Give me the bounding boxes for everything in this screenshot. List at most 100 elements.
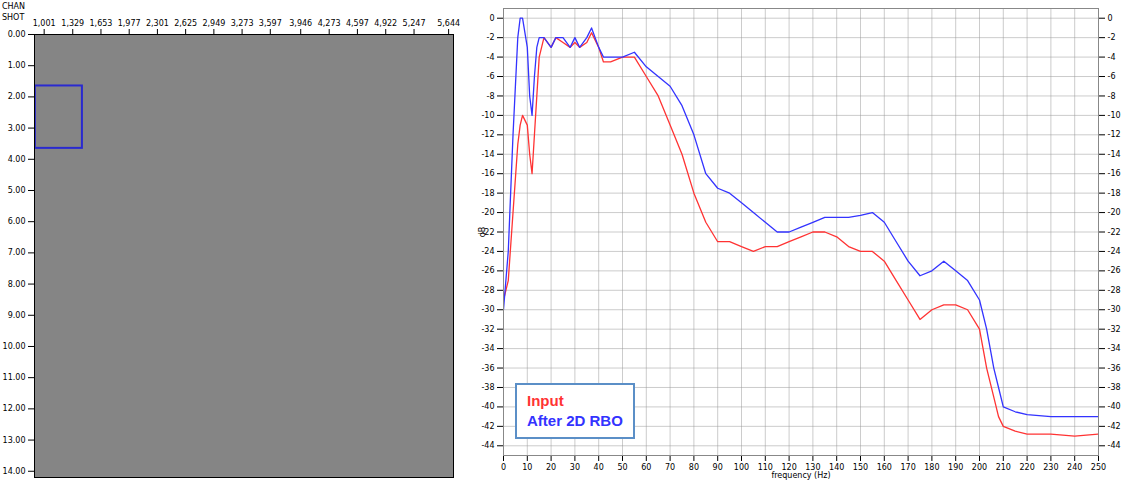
svg-text:8.00: 8.00: [8, 280, 26, 289]
svg-text:14.00: 14.00: [3, 467, 26, 476]
svg-text:-40: -40: [1108, 402, 1121, 411]
svg-text:140: 140: [829, 463, 844, 472]
svg-text:180: 180: [924, 463, 939, 472]
svg-text:0: 0: [501, 463, 506, 472]
svg-text:-36: -36: [481, 364, 494, 373]
svg-text:-30: -30: [481, 305, 494, 314]
svg-text:-4: -4: [1108, 53, 1116, 62]
svg-text:-16: -16: [1108, 169, 1121, 178]
svg-text:-8: -8: [487, 92, 495, 101]
svg-text:-6: -6: [487, 72, 495, 81]
svg-text:160: 160: [877, 463, 892, 472]
svg-text:4,922: 4,922: [374, 19, 397, 28]
svg-text:1,977: 1,977: [118, 19, 141, 28]
svg-text:0: 0: [1108, 14, 1113, 23]
svg-text:5,247: 5,247: [403, 19, 426, 28]
svg-text:-14: -14: [1108, 150, 1121, 159]
svg-text:-14: -14: [481, 150, 494, 159]
svg-text:90: 90: [713, 463, 723, 472]
svg-text:220: 220: [1019, 463, 1034, 472]
svg-text:-10: -10: [1108, 111, 1121, 120]
svg-text:200: 200: [972, 463, 987, 472]
svg-text:-18: -18: [481, 189, 494, 198]
svg-text:230: 230: [1043, 463, 1058, 472]
svg-text:5.00: 5.00: [8, 186, 26, 195]
svg-text:2,949: 2,949: [202, 19, 225, 28]
svg-text:11.00: 11.00: [3, 373, 26, 382]
svg-text:-6: -6: [1108, 72, 1116, 81]
svg-text:170: 170: [900, 463, 915, 472]
svg-text:-2: -2: [1108, 33, 1116, 42]
svg-text:2.00: 2.00: [8, 92, 26, 101]
svg-text:-38: -38: [1108, 383, 1121, 392]
svg-text:4,597: 4,597: [346, 19, 369, 28]
svg-text:-32: -32: [1108, 325, 1121, 334]
svg-text:3,597: 3,597: [259, 19, 282, 28]
svg-text:-38: -38: [481, 383, 494, 392]
svg-text:-28: -28: [481, 286, 494, 295]
svg-text:0: 0: [489, 14, 494, 23]
svg-text:10: 10: [522, 463, 532, 472]
svg-text:6.00: 6.00: [8, 217, 26, 226]
svg-text:frequency (Hz): frequency (Hz): [771, 471, 830, 480]
svg-text:3.00: 3.00: [8, 124, 26, 133]
svg-text:250: 250: [1091, 463, 1106, 472]
svg-text:2,625: 2,625: [174, 19, 197, 28]
svg-text:30: 30: [570, 463, 580, 472]
svg-text:-40: -40: [481, 402, 494, 411]
svg-text:-10: -10: [481, 111, 494, 120]
svg-text:-42: -42: [1108, 422, 1121, 431]
svg-text:dB: dB: [478, 227, 487, 238]
svg-text:9.00: 9.00: [8, 311, 26, 320]
svg-text:70: 70: [665, 463, 675, 472]
svg-text:-30: -30: [1108, 305, 1121, 314]
svg-text:40: 40: [594, 463, 604, 472]
svg-text:4.00: 4.00: [8, 155, 26, 164]
svg-text:-34: -34: [1108, 344, 1121, 353]
svg-text:10.00: 10.00: [3, 342, 26, 351]
svg-text:-32: -32: [481, 325, 494, 334]
svg-text:4,273: 4,273: [318, 19, 341, 28]
svg-text:2,301: 2,301: [146, 19, 169, 28]
svg-text:-20: -20: [1108, 208, 1121, 217]
svg-text:1.00: 1.00: [8, 61, 26, 70]
svg-text:240: 240: [1067, 463, 1082, 472]
svg-text:-4: -4: [487, 53, 495, 62]
svg-text:1,653: 1,653: [90, 19, 113, 28]
svg-text:-18: -18: [1108, 189, 1121, 198]
svg-text:-44: -44: [1108, 441, 1121, 450]
svg-text:12.00: 12.00: [3, 404, 26, 413]
svg-text:1,001: 1,001: [33, 19, 56, 28]
svg-text:7.00: 7.00: [8, 248, 26, 257]
svg-text:13.00: 13.00: [3, 436, 26, 445]
svg-text:-12: -12: [1108, 130, 1121, 139]
svg-text:3,273: 3,273: [231, 19, 254, 28]
svg-text:1,329: 1,329: [61, 19, 84, 28]
svg-text:210: 210: [996, 463, 1011, 472]
svg-text:60: 60: [641, 463, 651, 472]
svg-text:150: 150: [853, 463, 868, 472]
svg-text:0.00: 0.00: [8, 30, 26, 39]
svg-text:-34: -34: [481, 344, 494, 353]
svg-text:-24: -24: [1108, 247, 1121, 256]
svg-text:-12: -12: [481, 130, 494, 139]
svg-text:-26: -26: [481, 266, 494, 275]
svg-text:50: 50: [617, 463, 627, 472]
svg-text:100: 100: [734, 463, 749, 472]
svg-text:-2: -2: [487, 33, 495, 42]
svg-text:20: 20: [546, 463, 556, 472]
svg-text:-44: -44: [481, 441, 494, 450]
svg-text:-22: -22: [1108, 228, 1121, 237]
svg-text:-26: -26: [1108, 266, 1121, 275]
svg-text:5,644: 5,644: [437, 19, 460, 28]
svg-text:-36: -36: [1108, 364, 1121, 373]
svg-text:-16: -16: [481, 169, 494, 178]
svg-text:3,946: 3,946: [289, 19, 312, 28]
svg-text:80: 80: [689, 463, 699, 472]
svg-text:-28: -28: [1108, 286, 1121, 295]
svg-text:-20: -20: [481, 208, 494, 217]
svg-text:-24: -24: [481, 247, 494, 256]
svg-text:190: 190: [948, 463, 963, 472]
svg-text:-42: -42: [481, 422, 494, 431]
svg-text:-8: -8: [1108, 92, 1116, 101]
